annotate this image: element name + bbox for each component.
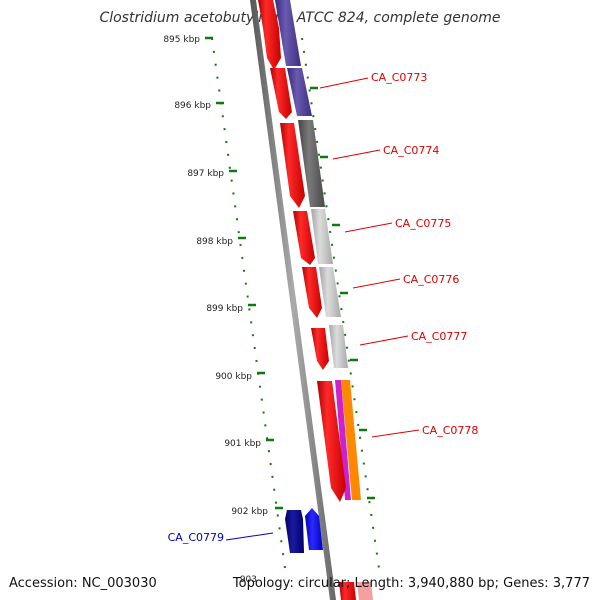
gene-label-ca-c0777[interactable]: CA_C0777 xyxy=(411,330,467,343)
map-title: Clostridium acetobutylicum ATCC 824, com… xyxy=(99,10,500,26)
cog-block-next xyxy=(357,582,373,600)
cog-block xyxy=(329,325,348,368)
cog-block xyxy=(275,0,301,66)
cog-block xyxy=(319,267,341,317)
gene-arrow-ca-c0778 xyxy=(317,381,346,502)
genome-backbone xyxy=(250,0,336,600)
tick-label: 902 kbp xyxy=(231,507,268,517)
label-leader xyxy=(359,335,409,346)
tick-label: 896 kbp xyxy=(174,101,211,111)
cog-block xyxy=(335,380,351,500)
gene-label-ca-c0775[interactable]: CA_C0775 xyxy=(395,217,451,230)
tick-label: 897 kbp xyxy=(187,169,224,179)
tick-label: 900 kbp xyxy=(215,372,252,382)
tick-label: 903 xyxy=(240,575,257,585)
gene-arrow-ca-c0775 xyxy=(293,211,315,265)
label-leader xyxy=(332,149,381,160)
label-leader xyxy=(352,278,401,289)
cog-block xyxy=(287,68,312,116)
gene-arrow-ca-c0779 xyxy=(285,510,304,553)
gene-label-ca-c0774[interactable]: CA_C0774 xyxy=(383,144,439,157)
gene-arrow-ca-c0772 xyxy=(258,0,281,70)
label-leader xyxy=(344,222,393,233)
outer-tick-ring xyxy=(211,37,286,569)
cog-band xyxy=(275,0,361,500)
tick-label: 901 kbp xyxy=(224,439,261,449)
gene-arrow-ca-c0773 xyxy=(270,68,292,119)
cog-block xyxy=(298,120,325,207)
gene-label-ca-c0778[interactable]: CA_C0778 xyxy=(422,424,478,437)
tick-label: 895 kbp xyxy=(163,35,200,45)
accession-text: Accession: NC_003030 xyxy=(9,576,157,591)
gene-arrow-ca-c0779b xyxy=(305,508,323,550)
gene-label-ca-c0779[interactable]: CA_C0779 xyxy=(168,531,224,544)
gene-arrow-ca-c0776 xyxy=(302,267,322,318)
label-leader xyxy=(319,77,369,89)
gene-arrow-ca-c0777 xyxy=(311,328,329,370)
cog-block xyxy=(311,209,333,264)
gene-arrow-ca-c0774 xyxy=(280,123,305,208)
cog-block xyxy=(341,380,361,500)
label-leader xyxy=(371,429,420,438)
gene-labels: CA_C0773 CA_C0774 CA_C0775 CA_C0776 CA_C… xyxy=(168,71,479,544)
tick-labels: 895 kbp 896 kbp 897 kbp 898 kbp 899 kbp … xyxy=(163,35,268,585)
reverse-genes xyxy=(285,508,323,553)
genome-summary-text: Topology: circular; Length: 3,940,880 bp… xyxy=(232,576,590,591)
forward-genes xyxy=(258,0,373,600)
tick-label: 898 kbp xyxy=(196,237,233,247)
tick-label: 899 kbp xyxy=(206,304,243,314)
gene-label-ca-c0773[interactable]: CA_C0773 xyxy=(371,71,427,84)
gene-label-ca-c0776[interactable]: CA_C0776 xyxy=(403,273,459,286)
label-leader xyxy=(225,532,274,541)
gene-arrow-next xyxy=(339,582,356,600)
major-ticks xyxy=(205,36,375,510)
